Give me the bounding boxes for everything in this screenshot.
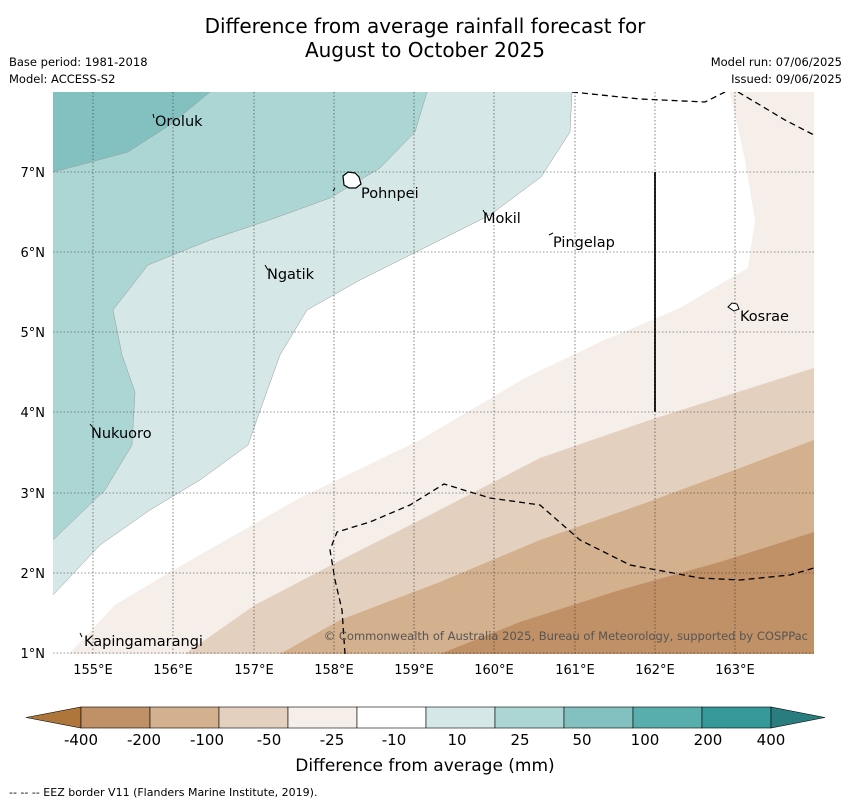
kosrae-island-outline [727, 302, 740, 312]
meta-left: Base period: 1981-2018 Model: ACCESS-S2 [9, 54, 148, 88]
lon-label: 155°E [73, 663, 113, 678]
colorbar-box [494, 706, 565, 729]
band-wet-25 [53, 92, 427, 540]
lon-label: 157°E [234, 663, 274, 678]
meta-right: Model run: 07/06/2025 Issued: 09/06/2025 [711, 54, 842, 88]
place-label-kapingamarangi: Kapingamarangi [84, 634, 203, 650]
lon-label: 161°E [555, 663, 595, 678]
colorbar-box [149, 706, 220, 729]
lon-label: 162°E [635, 663, 675, 678]
place-label-ngatik: Ngatik [267, 267, 315, 283]
colorbar-tick: -200 [127, 731, 161, 749]
lon-label: 156°E [153, 663, 193, 678]
place-label-pingelap: Pingelap [553, 235, 615, 251]
rainfall-map: Oroluk Pohnpei Mokil Pingelap Ngatik Kos… [21, 92, 814, 678]
colorbar-tick: -50 [257, 731, 282, 749]
colorbar-tick: 50 [572, 731, 591, 749]
contour-lines [53, 92, 573, 596]
map-field: Oroluk Pohnpei Mokil Pingelap Ngatik Kos… [53, 92, 814, 654]
lon-label: 158°E [314, 663, 354, 678]
colorbar-tick: -400 [64, 731, 98, 749]
title-line-2: August to October 2025 [304, 38, 546, 62]
colorbar-box [218, 706, 289, 729]
lat-label: 2°N [21, 567, 46, 582]
place-label-mokil: Mokil [483, 211, 521, 227]
colorbar-box [287, 706, 358, 729]
colorbar-legend: -400 -200 -100 -50 -25 -10 10 25 50 100 … [25, 706, 826, 749]
map-title: Difference from average rainfall forecas… [0, 14, 850, 62]
colorbar-tick: -10 [382, 731, 407, 749]
lat-label: 7°N [21, 166, 46, 181]
copyright-notice: © Commonwealth of Australia 2025, Bureau… [324, 629, 808, 643]
place-label-nukuoro: Nukuoro [91, 426, 152, 442]
place-label-kosrae: Kosrae [740, 309, 789, 325]
colorbar-extend-high [770, 706, 826, 729]
place-label-oroluk: Oroluk [155, 114, 203, 130]
model-label: Model: ACCESS-S2 [9, 72, 116, 86]
lon-label: 163°E [715, 663, 755, 678]
pohnpei-island-outline [342, 171, 362, 189]
band-dry-200 [440, 532, 814, 654]
title-line-1: Difference from average rainfall forecas… [204, 14, 646, 38]
eez-border [329, 92, 814, 654]
model-run-label: Model run: 07/06/2025 [710, 55, 842, 69]
colorbar-box [80, 706, 151, 729]
colorbar-tick: 25 [510, 731, 529, 749]
colorbar-tick: 400 [757, 731, 786, 749]
lat-label: 4°N [21, 406, 46, 421]
lon-label: 159°E [394, 663, 434, 678]
colorbar-tick-labels: -400 -200 -100 -50 -25 -10 10 25 50 100 … [64, 731, 785, 749]
colorbar-box [632, 706, 703, 729]
band-wet-50 [53, 92, 210, 172]
colorbar-box [563, 706, 634, 729]
colorbar-box [701, 706, 772, 729]
lat-label: 1°N [21, 647, 46, 662]
eez-border-note: -- -- -- EEZ border V11 (Flanders Marine… [9, 786, 318, 799]
atoll-marks [79, 113, 554, 638]
colorbar-tick: 200 [694, 731, 723, 749]
lat-label: 5°N [21, 326, 46, 341]
lon-label: 160°E [474, 663, 514, 678]
place-labels: Oroluk Pohnpei Mokil Pingelap Ngatik Kos… [84, 114, 789, 650]
colorbar-box [425, 706, 496, 729]
colorbar-tick: -25 [320, 731, 345, 749]
colorbar-boxes [25, 706, 826, 729]
latitude-labels: 7°N 6°N 5°N 4°N 3°N 2°N 1°N [21, 166, 46, 662]
colorbar-title: Difference from average (mm) [295, 756, 555, 776]
longitude-labels: 155°E 156°E 157°E 158°E 159°E 160°E 161°… [73, 663, 755, 678]
colorbar-extend-low [25, 706, 82, 729]
colorbar-box [356, 706, 427, 729]
colorbar-tick: -100 [190, 731, 224, 749]
colorbar-tick: 100 [631, 731, 660, 749]
issued-label: Issued: 09/06/2025 [731, 72, 842, 86]
lat-label: 3°N [21, 487, 46, 502]
place-label-pohnpei: Pohnpei [361, 186, 419, 202]
colorbar-tick: 10 [447, 731, 466, 749]
graticule [53, 92, 814, 654]
lat-label: 6°N [21, 246, 46, 261]
base-period-label: Base period: 1981-2018 [9, 55, 148, 69]
